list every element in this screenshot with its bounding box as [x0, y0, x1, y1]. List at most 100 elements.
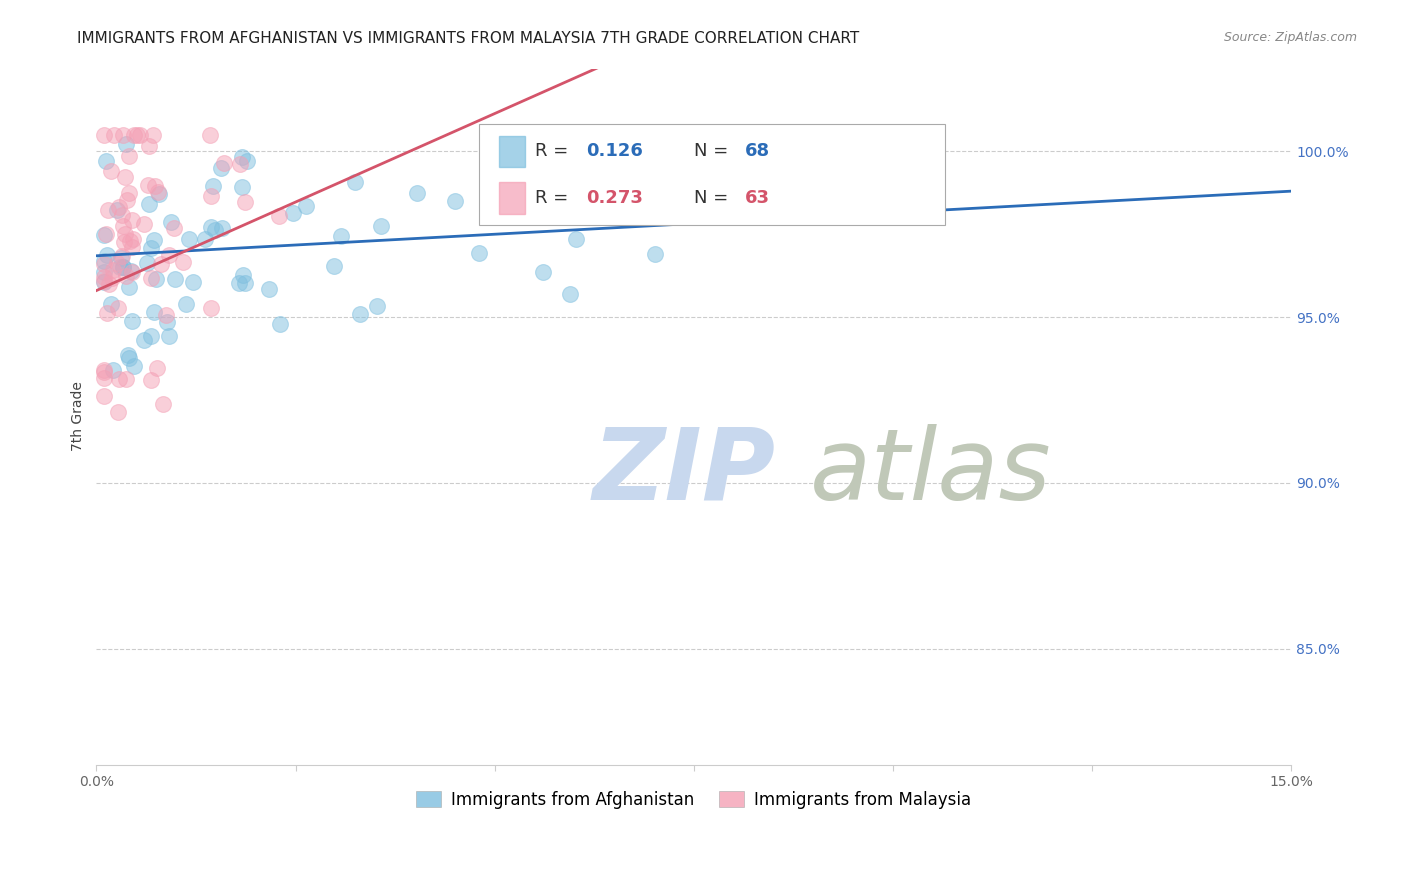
Point — [107, 372, 129, 386]
Point — [233, 194, 256, 209]
Point — [124, 128, 146, 142]
Point — [560, 286, 582, 301]
Point — [121, 212, 143, 227]
Point — [111, 249, 134, 263]
Text: ZIP: ZIP — [592, 424, 775, 521]
Point — [198, 128, 221, 142]
Point — [112, 260, 135, 275]
Point — [141, 241, 163, 255]
Point — [228, 276, 250, 290]
Point — [129, 128, 152, 142]
Point — [149, 257, 172, 271]
Point — [163, 272, 186, 286]
Point — [93, 389, 115, 403]
Point — [93, 227, 115, 242]
Point — [125, 128, 148, 142]
Point — [330, 229, 353, 244]
Point — [295, 199, 318, 213]
Text: N =: N = — [693, 189, 734, 207]
Point — [142, 128, 165, 142]
Point — [117, 193, 139, 207]
Point — [118, 351, 141, 365]
Point — [152, 397, 174, 411]
Text: IMMIGRANTS FROM AFGHANISTAN VS IMMIGRANTS FROM MALAYSIA 7TH GRADE CORRELATION CH: IMMIGRANTS FROM AFGHANISTAN VS IMMIGRANT… — [77, 31, 859, 46]
Point — [93, 128, 115, 142]
Point — [157, 328, 180, 343]
Point — [107, 301, 129, 315]
Point — [209, 161, 232, 176]
Point — [269, 317, 291, 331]
Point — [97, 202, 120, 217]
Point — [228, 156, 250, 170]
Point — [236, 153, 259, 168]
Point — [155, 308, 177, 322]
Point — [120, 264, 142, 278]
Point — [111, 128, 134, 142]
Point — [134, 217, 156, 231]
Point — [103, 128, 125, 142]
Point — [94, 153, 117, 168]
Point — [100, 163, 122, 178]
Point — [136, 178, 159, 192]
Point — [200, 189, 222, 203]
Text: N =: N = — [693, 142, 734, 161]
Point — [176, 297, 198, 311]
Text: 0.126: 0.126 — [586, 142, 643, 161]
Point — [93, 257, 115, 271]
Point — [565, 232, 588, 246]
Point — [115, 268, 138, 283]
Point — [121, 265, 143, 279]
Point — [200, 301, 222, 316]
Text: Source: ZipAtlas.com: Source: ZipAtlas.com — [1223, 31, 1357, 45]
Point — [177, 231, 200, 245]
Point — [105, 203, 128, 218]
FancyBboxPatch shape — [479, 124, 945, 225]
Point — [194, 232, 217, 246]
Point — [211, 221, 233, 235]
Point — [202, 179, 225, 194]
Point — [100, 297, 122, 311]
Point — [641, 201, 664, 215]
Point — [107, 405, 129, 419]
Point — [281, 206, 304, 220]
Point — [111, 219, 134, 233]
Point — [444, 194, 467, 208]
Text: 68: 68 — [745, 142, 770, 161]
Point — [112, 235, 135, 249]
Point — [105, 255, 128, 269]
Point — [143, 305, 166, 319]
Point — [117, 348, 139, 362]
Point — [145, 272, 167, 286]
Point — [157, 248, 180, 262]
Point — [146, 361, 169, 376]
Point — [349, 307, 371, 321]
Point — [172, 255, 194, 269]
Text: R =: R = — [534, 142, 574, 161]
Point — [122, 231, 145, 245]
Point — [491, 172, 513, 186]
Point — [323, 259, 346, 273]
Point — [93, 275, 115, 289]
Point — [141, 373, 163, 387]
FancyBboxPatch shape — [499, 183, 526, 214]
Point — [200, 219, 222, 234]
Point — [214, 156, 236, 170]
Point — [139, 271, 162, 285]
Point — [343, 176, 366, 190]
Point — [405, 186, 427, 201]
Point — [112, 260, 135, 275]
Point — [114, 227, 136, 241]
Point — [621, 172, 644, 186]
Point — [93, 274, 115, 288]
Point — [163, 221, 186, 235]
Text: 63: 63 — [745, 189, 770, 207]
Point — [93, 365, 115, 379]
Point — [132, 333, 155, 347]
Point — [143, 233, 166, 247]
Point — [124, 359, 146, 374]
Y-axis label: 7th Grade: 7th Grade — [72, 382, 86, 451]
Point — [101, 263, 124, 277]
Point — [531, 265, 554, 279]
Point — [145, 178, 167, 193]
Text: R =: R = — [534, 189, 574, 207]
